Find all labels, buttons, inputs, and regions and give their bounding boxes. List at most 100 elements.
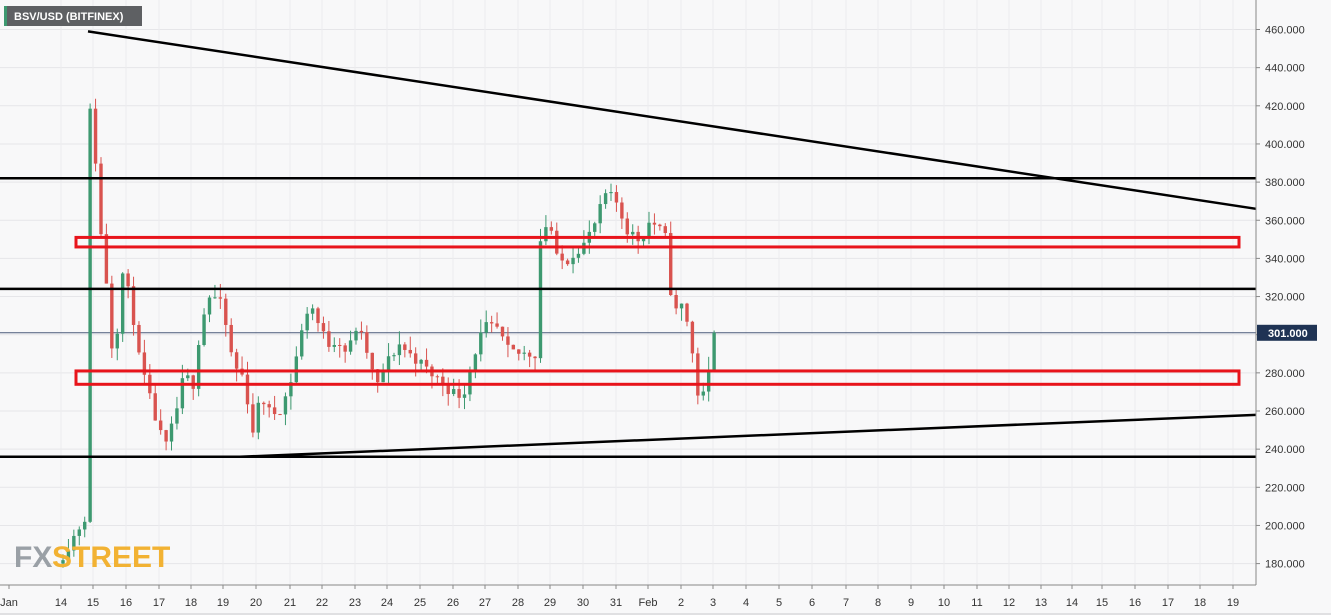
candle-body <box>289 382 293 397</box>
candle-body <box>392 355 396 357</box>
y-tick-label: 380.000 <box>1265 177 1305 189</box>
candle-body <box>267 404 271 408</box>
candle-body <box>88 108 92 522</box>
candle-body <box>348 340 353 352</box>
candle-body <box>631 231 635 235</box>
candle-body <box>506 336 510 345</box>
x-tick-label: 28 <box>512 597 524 609</box>
candle-body <box>641 238 646 242</box>
candle-body <box>555 230 559 254</box>
candle-body <box>674 295 678 309</box>
trendline <box>239 413 1257 459</box>
candle-body <box>153 393 157 421</box>
candle-body <box>598 204 602 224</box>
candle-body <box>332 345 336 347</box>
candle-body <box>495 323 499 327</box>
candle-body <box>294 356 299 383</box>
y-tick-label: 340.000 <box>1265 253 1305 265</box>
candle-body <box>370 352 374 370</box>
x-tick-label: 12 <box>1003 597 1015 609</box>
candle-body <box>186 375 190 379</box>
x-tick-label: 26 <box>447 597 459 609</box>
candle-body <box>278 414 282 416</box>
candle-body <box>669 233 673 296</box>
x-tick-label: 17 <box>1162 597 1174 609</box>
candle-body <box>571 257 575 265</box>
x-tick-label: 9 <box>908 597 914 609</box>
candle-body <box>451 389 456 395</box>
candle-body <box>576 253 581 258</box>
x-tick-label: 30 <box>577 597 589 609</box>
annotations <box>0 30 1257 459</box>
candle-body <box>251 404 255 433</box>
candle-body <box>386 356 391 372</box>
zone-box <box>74 369 1241 386</box>
candle-body <box>120 273 125 334</box>
x-tick-label: 11 <box>971 597 982 609</box>
candle-body <box>142 352 147 375</box>
candle-body <box>593 223 597 232</box>
candle-body <box>202 314 206 346</box>
candle-body <box>126 273 130 287</box>
candle-body <box>484 322 488 333</box>
x-tick-label: 31 <box>610 597 622 609</box>
trendline <box>87 30 1257 211</box>
candle-body <box>658 224 662 227</box>
x-tick-label: 15 <box>87 597 99 609</box>
x-tick-label: 29 <box>544 597 556 609</box>
x-tick-label: 5 <box>776 597 782 609</box>
candle-body <box>457 389 461 398</box>
candle-body <box>517 349 521 354</box>
y-tick-label: 360.000 <box>1265 215 1305 227</box>
candle-body <box>446 385 450 395</box>
x-tick-label: Jan <box>0 597 18 609</box>
x-tick-label: 4 <box>743 597 749 609</box>
candle-body <box>441 376 445 386</box>
title-badge-accent <box>4 6 7 26</box>
x-tick-label: 19 <box>217 597 229 609</box>
candle-body <box>652 222 657 225</box>
candle-body <box>77 529 81 536</box>
candle-body <box>256 402 261 433</box>
x-tick-label: 16 <box>120 597 132 609</box>
candle-body <box>690 321 695 354</box>
candle-body <box>381 371 385 383</box>
candle-body <box>538 241 543 359</box>
candle-body <box>696 353 700 396</box>
candle-body <box>565 260 570 265</box>
candle-body <box>164 430 168 442</box>
x-tick-label: 10 <box>938 597 950 609</box>
candle-body <box>408 349 412 354</box>
candles <box>61 98 716 568</box>
candle-body <box>104 234 109 284</box>
candle-body <box>207 297 212 315</box>
y-tick-label: 200.000 <box>1265 520 1305 532</box>
candle-body <box>137 324 141 353</box>
x-tick-label: 13 <box>1035 597 1047 609</box>
candle-body <box>489 322 494 324</box>
candle-body <box>66 550 71 561</box>
y-tick-label: 240.000 <box>1265 444 1305 456</box>
candle-body <box>72 535 76 551</box>
candle-body <box>468 371 472 395</box>
candle-body <box>213 297 217 299</box>
candle-body <box>424 359 429 367</box>
x-tick-label: 24 <box>381 597 393 609</box>
candle-body <box>620 202 624 219</box>
x-tick-label: 22 <box>316 597 328 609</box>
chart-title: BSV/USD (BITFINEX) <box>14 11 124 23</box>
candle-body <box>549 227 554 231</box>
y-tick-label: 320.000 <box>1265 292 1305 304</box>
candle-body <box>701 391 705 396</box>
candle-body <box>511 344 516 350</box>
candle-body <box>305 313 309 331</box>
x-tick-label: 7 <box>843 597 849 609</box>
x-tick-label: 21 <box>284 597 296 609</box>
candle-body <box>647 222 651 239</box>
x-tick-label: Feb <box>639 597 658 609</box>
candle-body <box>229 324 233 353</box>
watermark: FX STREET <box>14 541 170 574</box>
x-tick-label: 6 <box>809 597 815 609</box>
candle-body <box>283 396 288 415</box>
